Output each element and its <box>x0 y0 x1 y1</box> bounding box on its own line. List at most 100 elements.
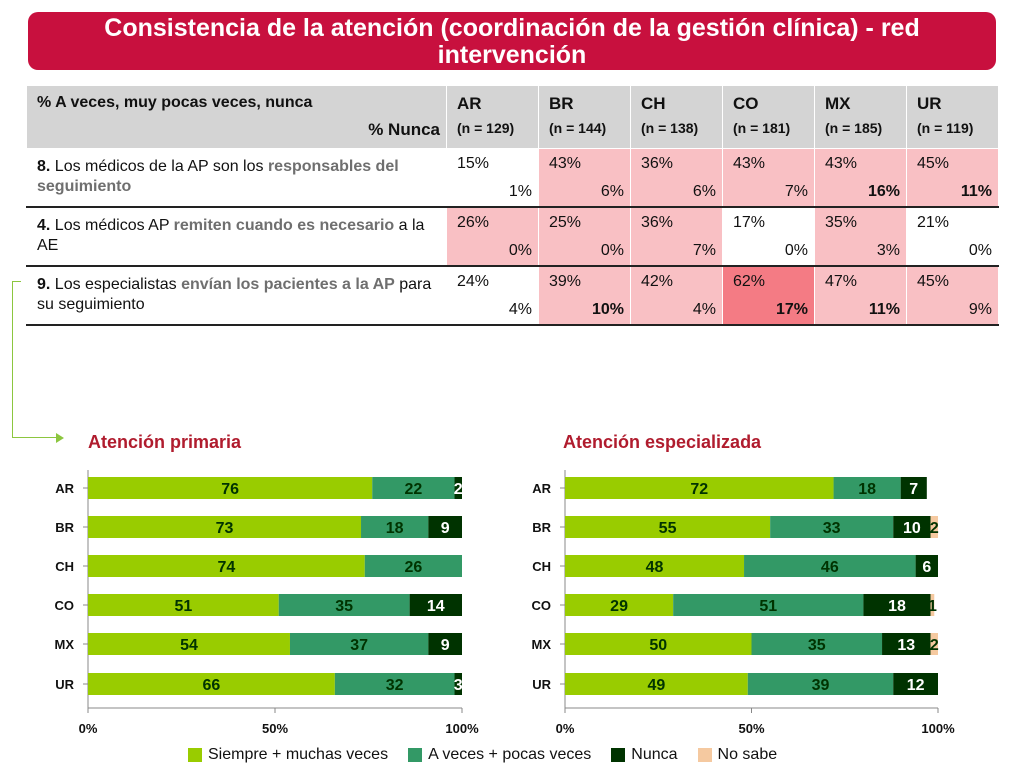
data-label: 76 <box>221 481 239 498</box>
pct-never: 3% <box>876 242 900 259</box>
bar-segment <box>428 516 462 538</box>
pct-never: 4% <box>508 301 532 318</box>
header-country-ur: UR (n = 119) <box>906 85 999 149</box>
bar-segment <box>88 594 279 616</box>
pct-never: 9% <box>968 301 992 318</box>
data-label: 2 <box>930 637 939 654</box>
category-label: CO <box>532 598 552 613</box>
pct-never: 11% <box>960 183 992 200</box>
bar-segment <box>428 633 462 655</box>
pct-never: 17% <box>775 301 808 318</box>
pct-sometimes: 43% <box>733 155 766 172</box>
data-label: 12 <box>907 677 925 694</box>
data-label: 1 <box>928 598 937 615</box>
pct-sometimes: 45% <box>917 155 950 172</box>
x-tick-label: 0% <box>79 721 98 736</box>
value-cell: 25% 0% <box>538 206 631 267</box>
country-n: (n = 185) <box>825 120 883 136</box>
data-label: 22 <box>404 481 422 498</box>
bar-segment <box>88 516 362 538</box>
data-label: 18 <box>386 520 404 537</box>
category-label: AR <box>55 481 74 496</box>
bar-segment <box>278 594 410 616</box>
question-fragment: Los médicos AP <box>50 217 174 234</box>
bar-segment <box>565 516 771 538</box>
connector-line <box>12 281 21 282</box>
data-label: 10 <box>903 520 921 537</box>
pct-never: 0% <box>968 242 992 259</box>
data-label: 18 <box>858 481 876 498</box>
category-label: CH <box>532 559 551 574</box>
pct-sometimes: 25% <box>549 214 582 231</box>
bar-segment <box>361 516 429 538</box>
country-code: UR <box>917 94 942 113</box>
data-label: 73 <box>216 520 234 537</box>
country-code: CH <box>641 94 666 113</box>
table-header-row: % A veces, muy pocas veces, nunca % Nunc… <box>26 85 999 149</box>
pct-never: 16% <box>867 183 900 200</box>
data-label: 2 <box>930 520 939 537</box>
value-cell: 45% 11% <box>906 148 999 208</box>
bar-segment <box>565 555 745 577</box>
pct-never: 6% <box>600 183 624 200</box>
legend-label: No sabe <box>717 746 778 763</box>
pct-never: 4% <box>692 301 716 318</box>
table-body: 8. Los médicos de la AP son los responsa… <box>26 148 999 326</box>
country-code: AR <box>457 94 482 113</box>
value-cell: 43% 7% <box>722 148 815 208</box>
value-cell: 45% 9% <box>906 265 999 326</box>
chart-title-primary: Atención primaria <box>88 432 242 452</box>
bar-segment <box>915 555 938 577</box>
bar-segment <box>930 633 938 655</box>
legend-swatch <box>408 748 423 762</box>
data-label: 74 <box>217 559 235 576</box>
data-label: 66 <box>203 677 221 694</box>
bar-segment <box>454 477 462 499</box>
arrow-head-icon <box>56 433 64 443</box>
category-label: MX <box>55 637 75 652</box>
data-label: 9 <box>441 520 450 537</box>
data-label: 54 <box>180 637 198 654</box>
bar-segment <box>673 594 864 616</box>
question-fragment: para su seguimiento <box>37 276 432 313</box>
bar-segment <box>565 477 834 499</box>
header-country-ar: AR (n = 129) <box>446 85 539 149</box>
data-label: 3 <box>454 677 463 694</box>
question-cell: 9. Los especialistas envían los paciente… <box>26 265 447 326</box>
country-n: (n = 129) <box>457 120 515 136</box>
category-label: CO <box>55 598 75 613</box>
pct-never: 0% <box>600 242 624 259</box>
pct-sometimes: 47% <box>825 273 858 290</box>
bar-segment <box>751 633 883 655</box>
data-label: 48 <box>646 559 664 576</box>
x-tick-label: 100% <box>921 721 955 736</box>
data-label: 6 <box>922 559 931 576</box>
header-line-1: % A veces, muy pocas veces, nunca <box>37 94 313 111</box>
bar-segment <box>900 477 927 499</box>
legend-item: Nunca <box>611 746 678 764</box>
question-fragment: envían los pacientes a la AP <box>181 276 395 293</box>
pct-sometimes: 26% <box>457 214 490 231</box>
data-label: 26 <box>404 559 422 576</box>
data-label: 51 <box>759 598 777 615</box>
bar-segment <box>863 594 931 616</box>
bar-segment <box>88 555 365 577</box>
legend-item: A veces + pocas veces <box>408 746 591 764</box>
data-label: 55 <box>659 520 677 537</box>
pct-never: 0% <box>784 242 808 259</box>
table-row: 4. Los médicos AP remiten cuando es nece… <box>26 206 999 267</box>
country-n: (n = 144) <box>549 120 607 136</box>
value-cell: 21% 0% <box>906 206 999 267</box>
country-n: (n = 138) <box>641 120 699 136</box>
data-label: 33 <box>823 520 841 537</box>
country-n: (n = 119) <box>917 120 974 136</box>
x-tick-label: 50% <box>262 721 288 736</box>
pct-never: 11% <box>868 301 900 318</box>
bar-segment <box>882 633 931 655</box>
bar-segment <box>364 555 462 577</box>
bar-segment <box>334 673 455 695</box>
data-label: 46 <box>821 559 839 576</box>
bar-segment <box>770 516 894 538</box>
results-table: % A veces, muy pocas veces, nunca % Nunc… <box>26 85 999 326</box>
bar-segment <box>88 477 373 499</box>
